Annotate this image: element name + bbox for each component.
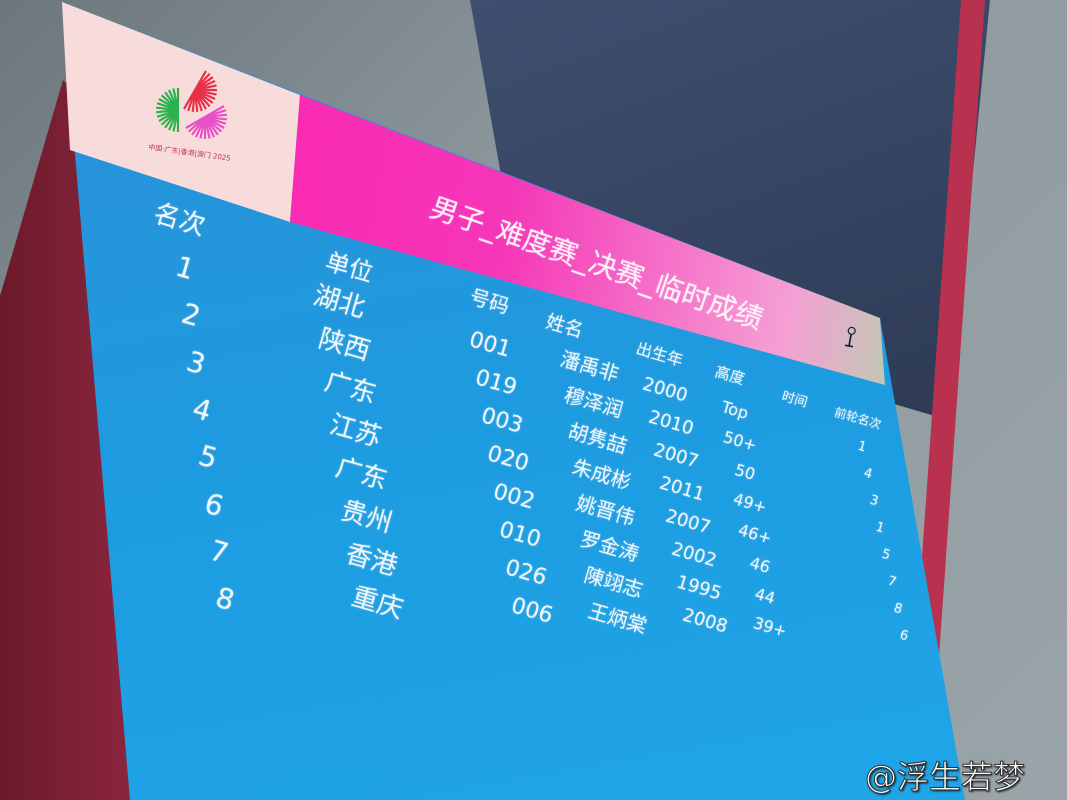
watermark: @浮生若梦	[864, 758, 1026, 797]
logo-petal	[185, 116, 206, 129]
logo-petal	[183, 89, 196, 110]
games-logo-icon	[156, 70, 227, 139]
